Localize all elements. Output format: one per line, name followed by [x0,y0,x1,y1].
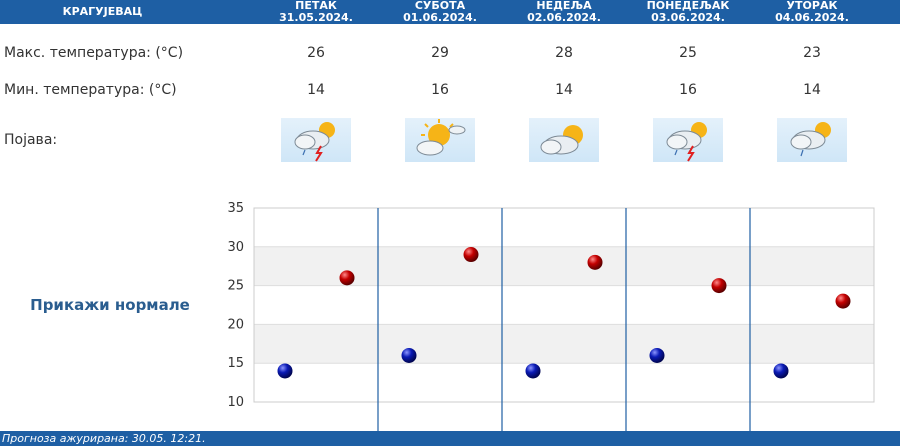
max-temp-value: 23 [803,45,821,61]
max-temp-label: Макс. температура: (°C) [4,45,184,61]
day-name: СУБОТА [414,0,466,12]
y-tick-label: 10 [227,395,244,410]
min-temp-value: 14 [307,82,325,98]
day-name: ПОНЕДЕЉАК [646,0,730,12]
min-temp-value: 16 [679,82,697,98]
max-temp-point [711,278,727,294]
plot-border [253,207,875,403]
forecast-updated-footer: Прогноза ажурирана: 30.05. 12:21. [0,431,900,446]
max-temp-value: 28 [555,45,573,61]
day-name: ПЕТАК [295,0,337,12]
max-temp-value: 29 [431,45,449,61]
max-temp-point [339,270,355,286]
day-header-4: УТОРАК 04.06.2024. [750,0,874,24]
sun-cloud-icon [405,118,475,162]
day-name: НЕДЕЉА [536,0,592,12]
min-temp-point [525,363,541,379]
cloud-sun-thunderstorm-rain-icon [653,118,723,162]
day-header-0: ПЕТАК 31.05.2024. [254,0,378,24]
y-tick-label: 20 [227,317,244,332]
max-temp-value: 25 [679,45,697,61]
city-name: КРАГУЈЕВАЦ [62,5,143,18]
y-tick-label: 25 [227,279,244,294]
day-date: 31.05.2024. [279,11,353,24]
max-temp-point [463,247,479,263]
day-date: 03.06.2024. [651,11,725,24]
min-temp-point [277,363,293,379]
day-date: 01.06.2024. [403,11,477,24]
day-date: 02.06.2024. [527,11,601,24]
min-temp-point [649,347,665,363]
cloud-sun-icon [529,118,599,162]
day-header-2: НЕДЕЉА 02.06.2024. [502,0,626,24]
min-temp-value: 14 [555,82,573,98]
y-tick-label: 35 [227,201,244,216]
min-temp-value: 16 [431,82,449,98]
day-date: 04.06.2024. [775,11,849,24]
max-temp-point [835,293,851,309]
grid-band [254,324,874,364]
y-tick-label: 30 [227,240,244,255]
min-temp-value: 14 [803,82,821,98]
grid-band [254,208,874,247]
y-tick-label: 15 [227,356,244,371]
day-header-3: ПОНЕДЕЉАК 03.06.2024. [626,0,750,24]
temperature-chart: 35 30 25 20 15 10 [227,201,875,431]
grid-band [254,363,874,402]
min-temp-point [773,363,789,379]
day-header-1: СУБОТА 01.06.2024. [378,0,502,24]
phenomenon-label: Појава: [4,132,58,148]
header-bar [0,0,900,24]
max-temp-value: 26 [307,45,325,61]
min-temp-label: Мин. температура: (°C) [4,82,177,98]
min-temp-point [401,347,417,363]
cloud-sun-rain-icon [777,118,847,162]
cloud-sun-thunderstorm-rain-icon [281,118,351,162]
show-normals-link[interactable]: Прикажи нормале [30,296,190,314]
grid-band [254,285,874,325]
max-temp-point [587,254,603,270]
grid-band [254,246,874,286]
day-name: УТОРАК [786,0,838,12]
